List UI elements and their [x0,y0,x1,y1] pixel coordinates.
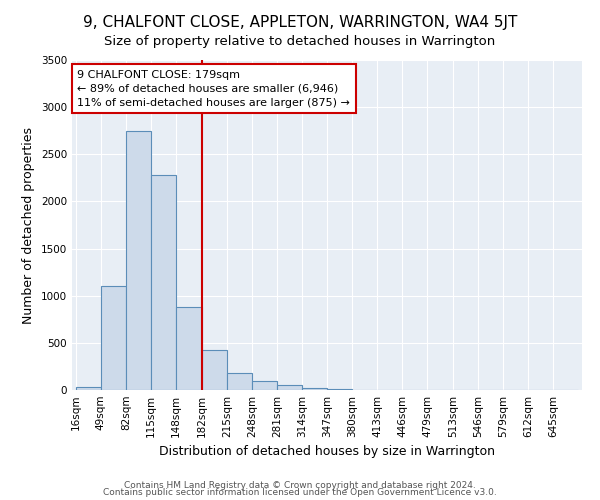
Bar [176,307,202,390]
X-axis label: Distribution of detached houses by size in Warrington: Distribution of detached houses by size … [159,446,495,458]
Text: Size of property relative to detached houses in Warrington: Size of property relative to detached ho… [104,35,496,48]
Text: 9 CHALFONT CLOSE: 179sqm
← 89% of detached houses are smaller (6,946)
11% of sem: 9 CHALFONT CLOSE: 179sqm ← 89% of detach… [77,70,350,108]
Bar [277,386,302,390]
Y-axis label: Number of detached properties: Number of detached properties [22,126,35,324]
Bar [252,380,277,390]
Text: 9, CHALFONT CLOSE, APPLETON, WARRINGTON, WA4 5JT: 9, CHALFONT CLOSE, APPLETON, WARRINGTON,… [83,15,517,30]
Bar [101,286,126,390]
Text: Contains public sector information licensed under the Open Government Licence v3: Contains public sector information licen… [103,488,497,497]
Bar [126,130,151,390]
Bar [302,388,327,390]
Bar [151,175,176,390]
Bar [76,386,101,390]
Bar [202,350,227,390]
Text: Contains HM Land Registry data © Crown copyright and database right 2024.: Contains HM Land Registry data © Crown c… [124,480,476,490]
Bar [327,388,352,390]
Bar [227,372,252,390]
